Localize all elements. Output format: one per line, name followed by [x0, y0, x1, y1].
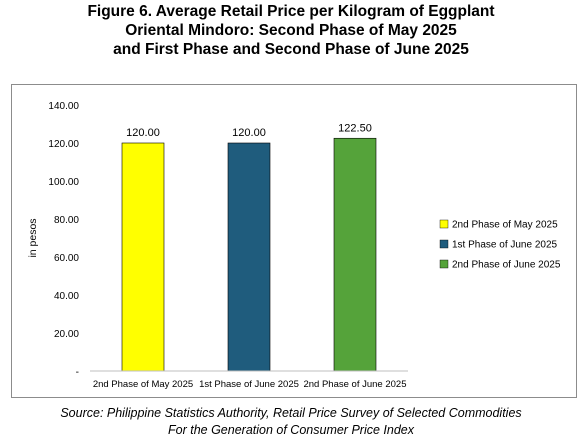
y-tick-label: 120.00 [48, 139, 79, 150]
y-tick-label: 100.00 [48, 177, 79, 188]
chart-title: Figure 6. Average Retail Price per Kilog… [0, 2, 582, 59]
x-tick-label: 2nd Phase of June 2025 [303, 379, 406, 390]
x-tick-label: 2nd Phase of May 2025 [93, 379, 193, 390]
data-label: 120.00 [126, 127, 160, 139]
source-line-2: For the Generation of Consumer Price Ind… [168, 423, 414, 437]
bar [333, 137, 377, 372]
y-tick-label: 60.00 [54, 253, 79, 264]
bars: 120.00 120.00 122.50 [121, 122, 377, 372]
chart-title-line-2: Oriental Mindoro: Second Phase of May 20… [125, 22, 457, 39]
legend-swatch [439, 259, 449, 269]
data-label: 122.50 [338, 122, 372, 134]
y-tick-label: 40.00 [54, 291, 79, 302]
legend-label: 1st Phase of June 2025 [452, 240, 558, 251]
legend: 2nd Phase of May 2025 1st Phase of June 2… [439, 219, 561, 271]
y-axis-label: in pesos [27, 218, 39, 257]
y-tick-label: 140.00 [48, 101, 79, 112]
chart-title-line-1: Figure 6. Average Retail Price per Kilog… [87, 3, 495, 20]
bar [121, 142, 165, 372]
data-label: 120.00 [232, 127, 266, 139]
chart-frame [11, 84, 577, 398]
y-tick-label: 20.00 [54, 329, 79, 340]
bar [227, 142, 271, 372]
y-tick-label: 80.00 [54, 215, 79, 226]
x-tick-label: 1st Phase of June 2025 [199, 379, 299, 390]
x-axis: 2nd Phase of May 2025 1st Phase of June 2… [90, 370, 408, 390]
y-axis: - 20.00 40.00 60.00 80.00 100.00 120.00 140.00 i… [27, 101, 79, 378]
legend-swatch [439, 239, 449, 249]
legend-swatch [439, 219, 449, 229]
legend-label: 2nd Phase of June 2025 [452, 260, 561, 271]
legend-label: 2nd Phase of May 2025 [452, 220, 558, 231]
source-note: Source: Philippine Statistics Authority,… [0, 405, 582, 439]
source-line-1: Source: Philippine Statistics Authority,… [60, 406, 522, 420]
y-tick-label: - [76, 367, 79, 378]
chart-title-line-3: and First Phase and Second Phase of June… [113, 41, 469, 58]
